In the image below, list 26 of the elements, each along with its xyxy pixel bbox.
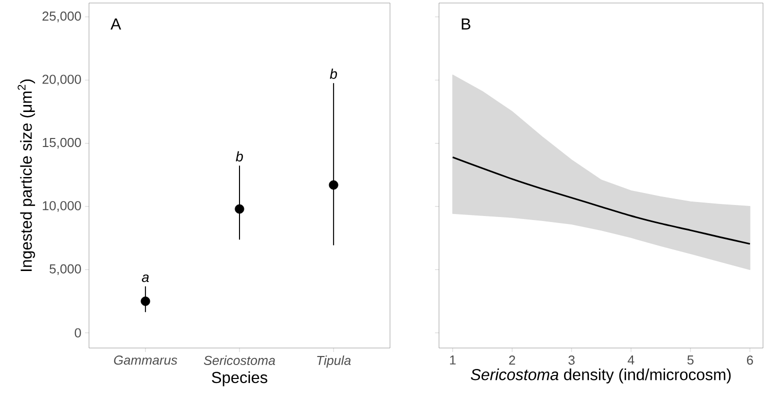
- y-tick-label: 25,000: [42, 12, 81, 22]
- y-tick-label: 0: [74, 328, 81, 338]
- point: [234, 204, 244, 214]
- text: B: [462, 18, 470, 30]
- y-tick-label: 15,000: [42, 138, 81, 149]
- x-tick-label: 6: [746, 356, 753, 365]
- annotation: b: [330, 68, 338, 79]
- y-tick-label: 20,000: [42, 74, 81, 86]
- y-tick-label: 5,000: [50, 264, 81, 275]
- annotation: a: [142, 274, 149, 282]
- x-tick-label: Sericostoma: [204, 356, 276, 366]
- x-tick-label: 3: [568, 356, 575, 365]
- point: [328, 180, 338, 190]
- text: A: [110, 18, 122, 30]
- x-axis-title: Species: [212, 371, 268, 386]
- x-tick-label: Tipula: [317, 356, 351, 368]
- x-tick-label: Gammarus: [114, 356, 178, 365]
- annotation: b: [236, 151, 243, 162]
- x-tick-label: 1: [450, 356, 456, 364]
- y-axis-title: Ingested particle size (μm$^{2}$): [18, 80, 36, 272]
- point: [140, 296, 150, 306]
- y-tick-label: 10,000: [42, 201, 81, 212]
- x-tick-label: 2: [509, 356, 516, 365]
- x-axis-title: Sericostoma density (ind/microcosm): [470, 368, 731, 384]
- x-tick-label: 5: [687, 356, 694, 365]
- x-tick-label: 4: [628, 356, 634, 364]
